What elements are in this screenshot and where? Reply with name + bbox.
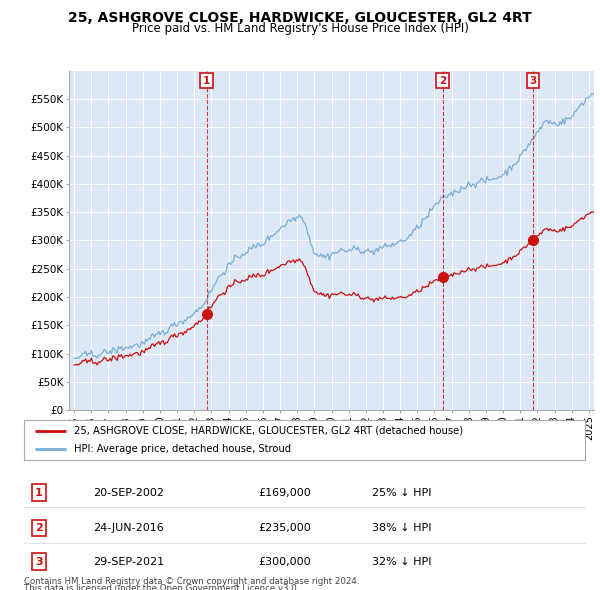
Text: 3: 3 (529, 76, 536, 86)
Text: Contains HM Land Registry data © Crown copyright and database right 2024.: Contains HM Land Registry data © Crown c… (24, 577, 359, 586)
Text: 20-SEP-2002: 20-SEP-2002 (93, 488, 164, 497)
Text: 2: 2 (35, 523, 43, 533)
Text: 25% ↓ HPI: 25% ↓ HPI (372, 488, 431, 497)
Text: £169,000: £169,000 (258, 488, 311, 497)
Text: £300,000: £300,000 (258, 557, 311, 566)
Text: 29-SEP-2021: 29-SEP-2021 (93, 557, 164, 566)
Text: 2: 2 (439, 76, 446, 86)
Text: Price paid vs. HM Land Registry's House Price Index (HPI): Price paid vs. HM Land Registry's House … (131, 22, 469, 35)
Text: 38% ↓ HPI: 38% ↓ HPI (372, 523, 431, 533)
Text: 32% ↓ HPI: 32% ↓ HPI (372, 557, 431, 566)
Text: This data is licensed under the Open Government Licence v3.0.: This data is licensed under the Open Gov… (24, 584, 299, 590)
Text: 1: 1 (35, 488, 43, 497)
Text: 24-JUN-2016: 24-JUN-2016 (93, 523, 164, 533)
Text: 25, ASHGROVE CLOSE, HARDWICKE, GLOUCESTER, GL2 4RT: 25, ASHGROVE CLOSE, HARDWICKE, GLOUCESTE… (68, 11, 532, 25)
Text: £235,000: £235,000 (258, 523, 311, 533)
Text: 3: 3 (35, 557, 43, 566)
Text: 1: 1 (203, 76, 210, 86)
Text: HPI: Average price, detached house, Stroud: HPI: Average price, detached house, Stro… (74, 444, 292, 454)
Text: 25, ASHGROVE CLOSE, HARDWICKE, GLOUCESTER, GL2 4RT (detached house): 25, ASHGROVE CLOSE, HARDWICKE, GLOUCESTE… (74, 426, 464, 436)
